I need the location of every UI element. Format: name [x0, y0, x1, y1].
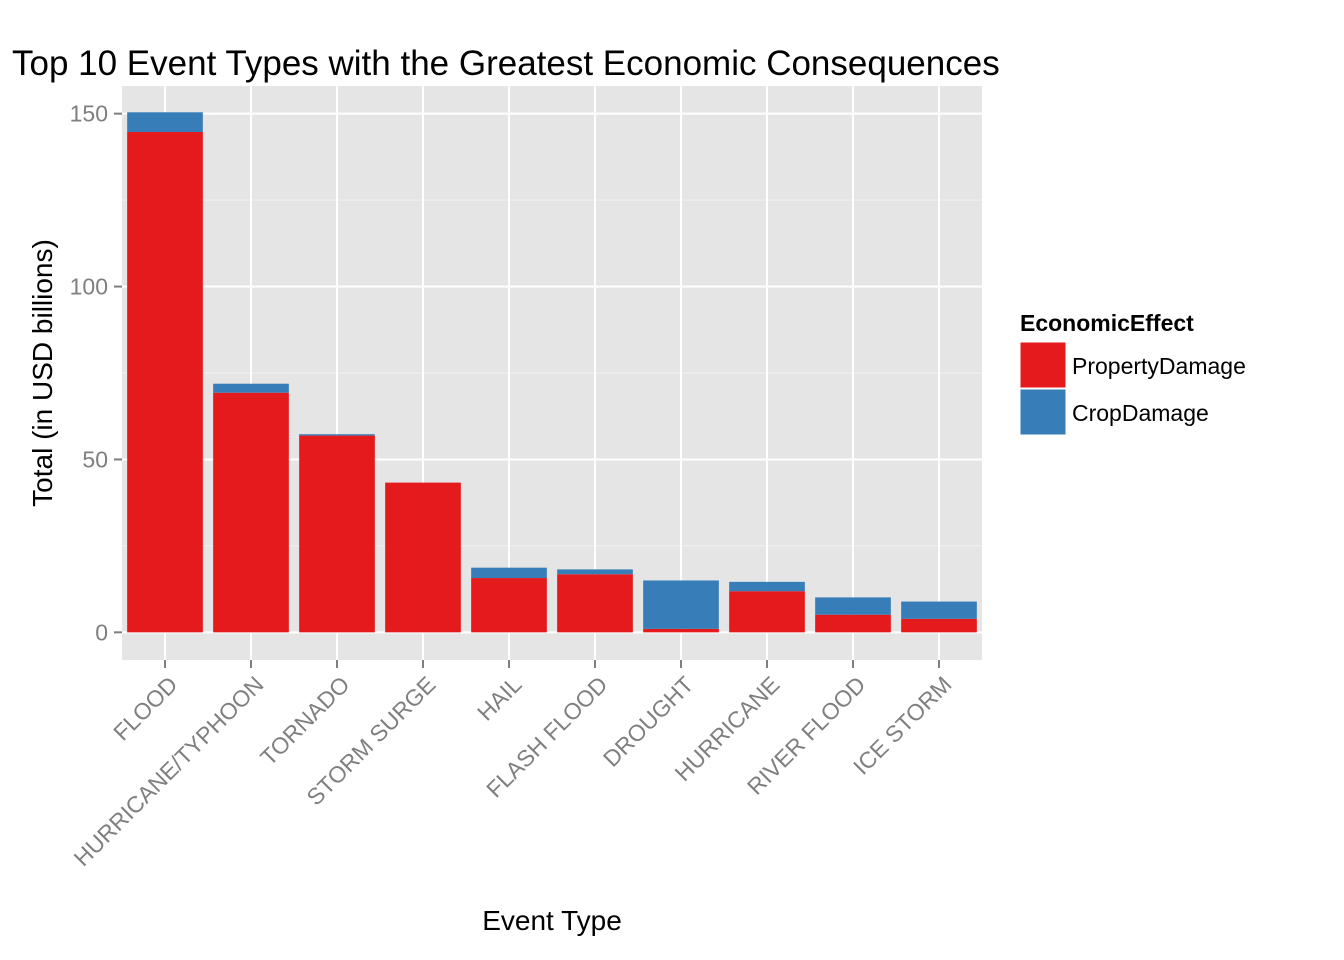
chart-title: Top 10 Event Types with the Greatest Eco… — [12, 44, 1000, 83]
bar-cropdamage-7 — [643, 580, 719, 629]
bars — [127, 112, 977, 633]
bar-propertydamage-5 — [471, 578, 547, 633]
legend-title: EconomicEffect — [1020, 310, 1194, 336]
bar-cropdamage-1 — [127, 112, 203, 132]
bar-propertydamage-10 — [901, 618, 977, 633]
y-tick-label: 0 — [95, 619, 108, 645]
bar-propertydamage-7 — [643, 628, 719, 633]
legend-label-cropdamage: CropDamage — [1072, 400, 1209, 426]
bar-cropdamage-2 — [213, 383, 289, 393]
bar-cropdamage-6 — [557, 569, 633, 575]
legend-label-propertydamage: PropertyDamage — [1072, 353, 1246, 379]
bar-propertydamage-4 — [385, 482, 461, 633]
bar-cropdamage-10 — [901, 601, 977, 619]
bar-propertydamage-3 — [299, 435, 375, 633]
bar-cropdamage-8 — [729, 581, 805, 592]
bar-propertydamage-9 — [815, 614, 891, 633]
legend-key-cropdamage — [1019, 388, 1067, 436]
legend: EconomicEffect PropertyDamage CropDamage — [1019, 310, 1246, 436]
y-tick-label: 100 — [70, 274, 108, 300]
y-tick-label: 50 — [82, 446, 108, 472]
y-tick-label: 150 — [70, 101, 108, 127]
bar-cropdamage-3 — [299, 434, 375, 436]
x-tick-label: HAIL — [472, 671, 527, 726]
bar-cropdamage-5 — [471, 567, 547, 579]
x-axis-title: Event Type — [482, 905, 622, 936]
legend-items: PropertyDamage CropDamage — [1019, 341, 1246, 436]
bar-propertydamage-6 — [557, 574, 633, 633]
bar-propertydamage-2 — [213, 392, 289, 633]
x-tick-label: FLOOD — [108, 671, 182, 745]
y-axis-title: Total (in USD billions) — [27, 239, 58, 507]
legend-key-propertydamage — [1019, 341, 1067, 389]
bar-propertydamage-8 — [729, 591, 805, 633]
y-axis-ticks: 0 50 100 150 — [70, 101, 122, 645]
bar-cropdamage-9 — [815, 597, 891, 615]
bar-propertydamage-1 — [127, 131, 203, 633]
